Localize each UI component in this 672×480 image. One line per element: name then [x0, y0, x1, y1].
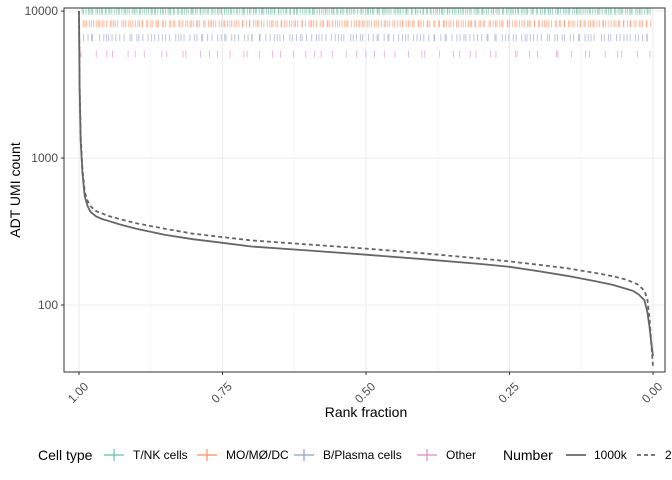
x-tick-label: 0.00 — [639, 379, 666, 406]
legend-title-number: Number — [503, 447, 553, 463]
plot-border — [63, 7, 666, 373]
legend-item-cell-type: B/Plasma cells — [294, 448, 402, 462]
legend-label: 2 — [665, 448, 672, 462]
x-axis-title: Rank fraction — [325, 404, 407, 420]
x-tick-label: 1.00 — [65, 379, 92, 406]
x-tick-label: 0.25 — [495, 379, 522, 406]
y-axis-title: ADT UMI count — [7, 142, 23, 238]
legend-label: Other — [446, 448, 476, 462]
y-tick-label: 1000 — [31, 151, 58, 165]
plot-background — [64, 8, 665, 372]
legend-item-number: 2 — [637, 448, 672, 462]
series-line — [78, 11, 654, 367]
legend-item-cell-type: MO/MØ/DC — [197, 448, 289, 462]
legend-label: T/NK cells — [133, 448, 188, 462]
legend-title-cell-type: Cell type — [38, 447, 93, 463]
y-tick-label: 10000 — [25, 4, 59, 18]
x-tick-label: 0.50 — [352, 379, 379, 406]
legend: Cell type T/NK cells MO/MØ/DC B/Plasma cell… — [38, 447, 672, 463]
legend-label: B/Plasma cells — [323, 448, 402, 462]
cell-type-rug — [80, 7, 652, 58]
legend-label: MO/MØ/DC — [226, 448, 289, 462]
legend-item-number: 1000k — [566, 448, 628, 462]
x-tick-label: 0.75 — [208, 379, 235, 406]
legend-item-cell-type: Other — [417, 448, 476, 462]
legend-item-cell-type: T/NK cells — [104, 448, 188, 462]
y-axis-ticks: 100 1000 10000 — [25, 4, 64, 312]
y-tick-label: 100 — [38, 298, 58, 312]
x-axis-ticks: 1.00 0.75 0.50 0.25 0.00 — [65, 372, 666, 406]
series-lines — [78, 11, 654, 367]
series-line — [78, 11, 654, 357]
legend-label: 1000k — [594, 448, 628, 462]
